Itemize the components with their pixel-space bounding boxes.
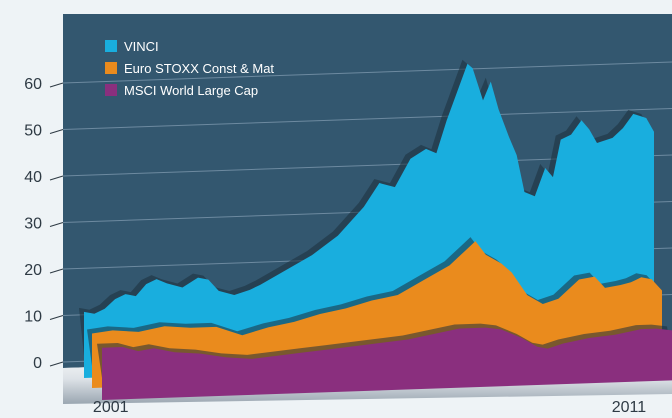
legend-swatch	[105, 40, 117, 52]
grid-line	[62, 61, 672, 84]
legend-swatch	[105, 62, 117, 74]
y-tick-label: 0	[33, 355, 42, 372]
legend-label: Euro STOXX Const & Mat	[124, 61, 274, 76]
y-tick-label: 20	[24, 262, 42, 279]
legend-label: VINCI	[124, 39, 159, 54]
y-tick	[49, 129, 64, 134]
x-tick-label: 2001	[93, 399, 129, 416]
y-tick	[49, 82, 64, 88]
y-tick-label: 40	[24, 169, 42, 186]
legend: VINCI Euro STOXX Const & Mat MSCI World La…	[105, 39, 274, 98]
y-tick-label: 60	[24, 76, 42, 93]
series-2	[97, 323, 672, 400]
y-tick	[49, 175, 64, 181]
x-axis: 2001 2011	[93, 399, 646, 416]
y-tick-label: 50	[24, 123, 42, 140]
legend-label: MSCI World Large Cap	[124, 83, 258, 98]
y-tick-label: 30	[24, 216, 42, 233]
y-tick	[49, 315, 64, 320]
y-tick	[49, 268, 64, 274]
series-area	[102, 327, 672, 400]
series-layer	[79, 59, 672, 400]
y-tick	[49, 361, 64, 367]
y-tick-label: 10	[24, 309, 42, 326]
y-axis: 0 10 20 30 40 50 60	[24, 76, 64, 372]
legend-swatch	[105, 84, 117, 96]
x-tick-label: 2011	[612, 399, 647, 416]
grid-line	[62, 107, 672, 130]
y-tick	[49, 222, 64, 227]
